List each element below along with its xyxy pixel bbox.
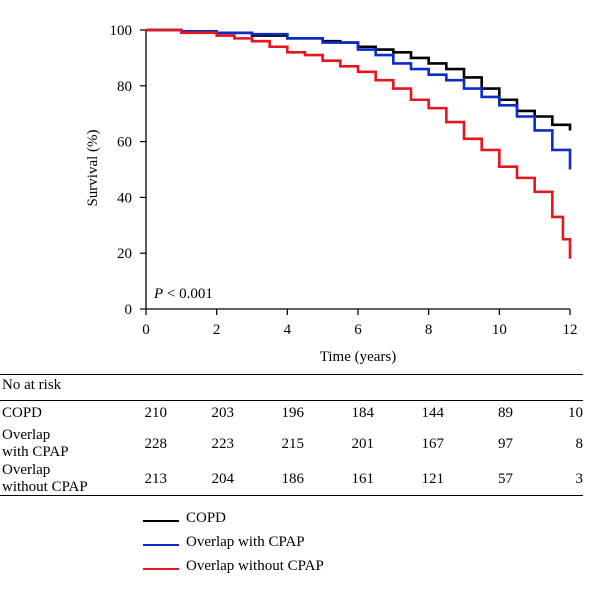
legend-label: Overlap without CPAP xyxy=(186,558,324,574)
y-tick-label: 40 xyxy=(117,190,132,206)
risk-cell-value: 184 xyxy=(351,405,375,421)
risk-row-label: COPD xyxy=(2,405,43,421)
risk-cell-value: 161 xyxy=(351,471,375,487)
risk-row-label: with CPAP xyxy=(2,444,69,460)
survival-chart: 0 2 4 6 8 10 12 0 20 40 60 80 100 P < 0.001 Survival… xyxy=(85,23,578,365)
risk-table-header-rule xyxy=(0,400,583,401)
series-layer xyxy=(146,28,572,259)
x-tick-label: 12 xyxy=(563,322,578,338)
x-tick-label: 4 xyxy=(284,322,292,338)
risk-cell-value: 3 xyxy=(575,471,584,487)
legend-swatch xyxy=(143,568,179,570)
y-tick-label: 20 xyxy=(117,246,132,262)
risk-table-title: No at risk xyxy=(2,377,62,393)
series-line-overlap-without-cpap xyxy=(146,28,572,259)
risk-cell-value: 213 xyxy=(144,471,168,487)
x-tick-label: 2 xyxy=(213,322,221,338)
risk-cell-value: 223 xyxy=(211,436,235,452)
y-tick-label: 0 xyxy=(125,302,133,318)
legend-item: Overlap without CPAP xyxy=(143,558,403,578)
risk-row-label: without CPAP xyxy=(2,479,88,495)
risk-table-bottom-rule xyxy=(0,495,583,496)
chart-axes: 0 2 4 6 8 10 12 0 20 40 60 80 100 xyxy=(110,23,578,338)
legend-label: Overlap with CPAP xyxy=(186,534,305,550)
risk-cell-value: 210 xyxy=(144,405,168,421)
risk-cell-value: 8 xyxy=(575,436,584,452)
x-axis-title: Time (years) xyxy=(320,349,397,365)
x-tick-label: 10 xyxy=(492,322,507,338)
risk-cell-value: 144 xyxy=(421,405,445,421)
p-value-symbol: P xyxy=(153,286,163,302)
x-tick-label: 0 xyxy=(142,322,150,338)
risk-cell-value: 10 xyxy=(568,405,583,421)
legend-item: COPD xyxy=(143,510,403,530)
risk-cell-value: 57 xyxy=(498,471,513,487)
legend-label: COPD xyxy=(186,510,227,526)
p-value-text: < 0.001 xyxy=(163,286,213,302)
risk-cell-value: 196 xyxy=(281,405,305,421)
risk-table-top-rule xyxy=(0,374,583,375)
risk-cell-value: 215 xyxy=(281,436,305,452)
legend-item: Overlap with CPAP xyxy=(143,534,403,554)
risk-cell-value: 228 xyxy=(144,436,168,452)
risk-cell-value: 186 xyxy=(281,471,305,487)
risk-cell-value: 201 xyxy=(351,436,375,452)
y-tick-label: 80 xyxy=(117,79,132,95)
risk-cell-value: 204 xyxy=(211,471,235,487)
x-tick-label: 6 xyxy=(354,322,362,338)
legend-swatch xyxy=(143,544,179,546)
series-line-overlap-with-cpap xyxy=(146,28,572,170)
risk-cell-value: 97 xyxy=(498,436,513,452)
y-tick-label: 100 xyxy=(110,23,133,39)
p-value-annotation: P < 0.001 xyxy=(153,286,213,302)
y-axis-title: Survival (%) xyxy=(85,129,101,206)
risk-cell-value: 89 xyxy=(498,405,513,421)
risk-row-label: Overlap xyxy=(2,427,51,443)
risk-cell-value: 167 xyxy=(421,436,445,452)
risk-cell-value: 203 xyxy=(211,405,235,421)
legend-swatch xyxy=(143,520,179,522)
risk-cell-value: 121 xyxy=(421,471,445,487)
x-tick-label: 8 xyxy=(425,322,433,338)
y-tick-label: 60 xyxy=(117,135,132,151)
risk-row-label: Overlap xyxy=(2,462,51,478)
